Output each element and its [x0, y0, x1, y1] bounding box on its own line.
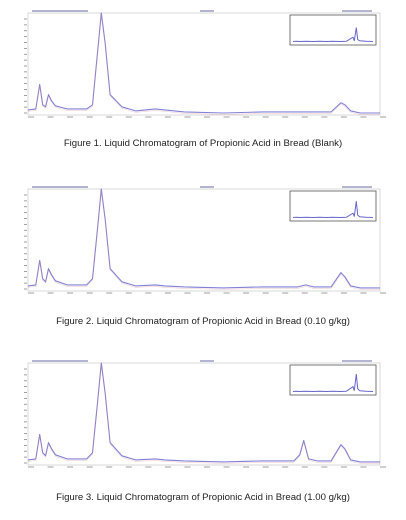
- figure-caption: Figure 3. Liquid Chromatogram of Propion…: [56, 492, 350, 503]
- inset-series-line: [292, 373, 374, 393]
- inset-frame: [289, 190, 377, 222]
- series-line: [27, 362, 380, 463]
- chromatogram-panel: [24, 360, 386, 468]
- series-line-secondary: [27, 190, 380, 290]
- chromatogram-panel: [24, 186, 386, 294]
- chromatogram-panel: [24, 10, 386, 118]
- figure-caption: Figure 1. Liquid Chromatogram of Propion…: [63, 138, 343, 149]
- inset-frame: [289, 364, 377, 396]
- series-line-secondary: [27, 364, 380, 464]
- series-line: [27, 188, 380, 289]
- inset-series-line: [292, 201, 374, 219]
- inset-frame: [289, 14, 377, 46]
- series-line-secondary: [27, 14, 380, 115]
- figure-caption: Figure 2. Liquid Chromatogram of Propion…: [56, 316, 350, 327]
- inset-series-line: [292, 27, 374, 43]
